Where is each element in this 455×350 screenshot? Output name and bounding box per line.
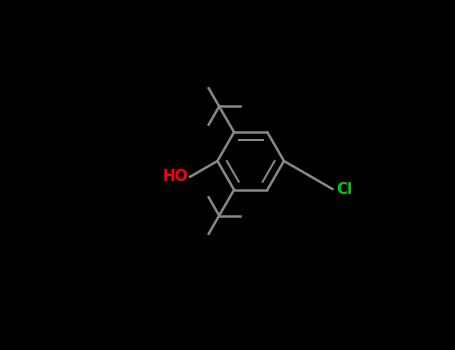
- Text: Cl: Cl: [336, 182, 352, 196]
- Text: HO: HO: [162, 169, 188, 184]
